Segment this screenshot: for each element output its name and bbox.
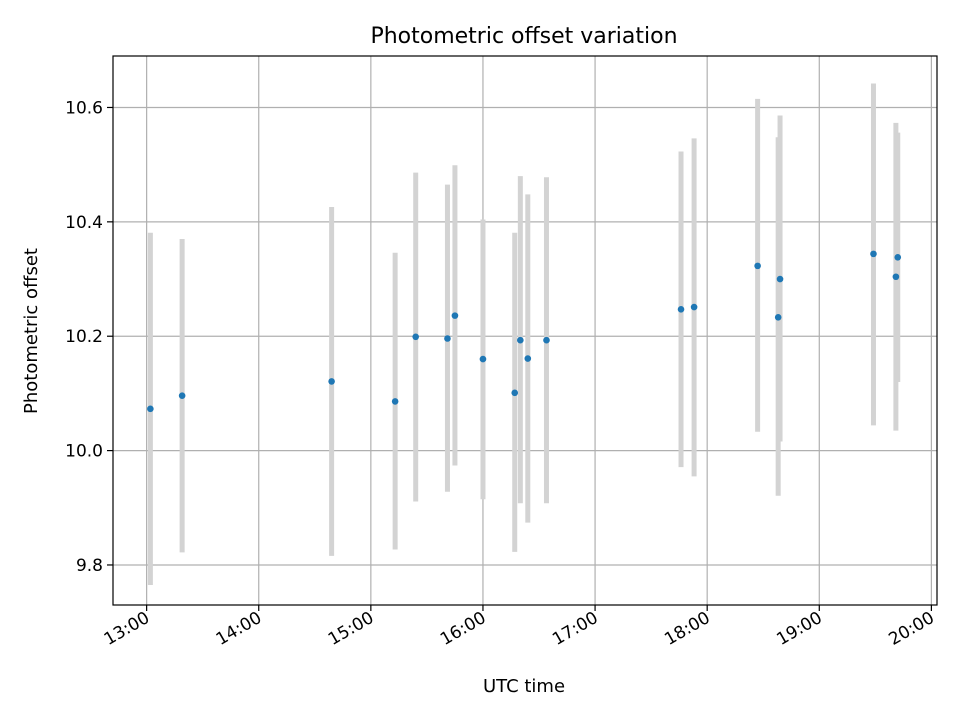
x-tick-label: 14:00 xyxy=(213,608,265,650)
data-points xyxy=(147,250,902,413)
data-point xyxy=(543,336,550,344)
data-point xyxy=(754,262,761,270)
y-axis-ticks: 9.8 10.0 10.2 10.4 10.6 xyxy=(65,98,113,576)
y-tick-label: 10.6 xyxy=(65,98,103,118)
data-point xyxy=(892,273,900,281)
x-tick-label: 19:00 xyxy=(773,608,825,650)
data-point xyxy=(524,355,532,362)
data-point xyxy=(147,405,154,413)
y-tick-label: 10.0 xyxy=(65,442,103,462)
data-point xyxy=(677,306,685,313)
x-tick-label: 18:00 xyxy=(661,608,713,650)
x-axis-label: UTC time xyxy=(483,676,565,697)
data-point xyxy=(517,336,524,344)
x-tick-label: 16:00 xyxy=(437,608,489,650)
error-bars xyxy=(147,83,901,585)
data-point xyxy=(451,312,459,319)
y-tick-label: 9.8 xyxy=(76,556,103,576)
x-tick-label: 20:00 xyxy=(885,608,937,650)
y-tick-label: 10.4 xyxy=(65,213,103,233)
grid xyxy=(113,56,937,605)
y-tick-label: 10.2 xyxy=(65,327,103,347)
data-point xyxy=(328,378,335,385)
data-point xyxy=(774,314,782,321)
data-point xyxy=(444,335,451,342)
x-tick-label: 17:00 xyxy=(549,608,601,650)
data-point xyxy=(690,303,698,311)
data-point xyxy=(870,250,877,258)
data-point xyxy=(178,392,186,399)
x-tick-label: 15:00 xyxy=(325,608,377,650)
data-point xyxy=(894,253,902,261)
data-point xyxy=(391,398,399,405)
plot-frame xyxy=(112,55,938,606)
x-tick-label: 13:00 xyxy=(101,608,153,650)
chart-title: Photometric offset variation xyxy=(370,24,677,49)
x-axis-ticks: 13:00 14:00 15:00 16:00 17:00 18:00 19:00 20:00 xyxy=(101,605,938,650)
data-point xyxy=(776,275,784,283)
data-point xyxy=(412,333,419,341)
data-point xyxy=(479,355,487,363)
data-point xyxy=(511,389,519,397)
y-axis-label: Photometric offset xyxy=(21,248,42,414)
